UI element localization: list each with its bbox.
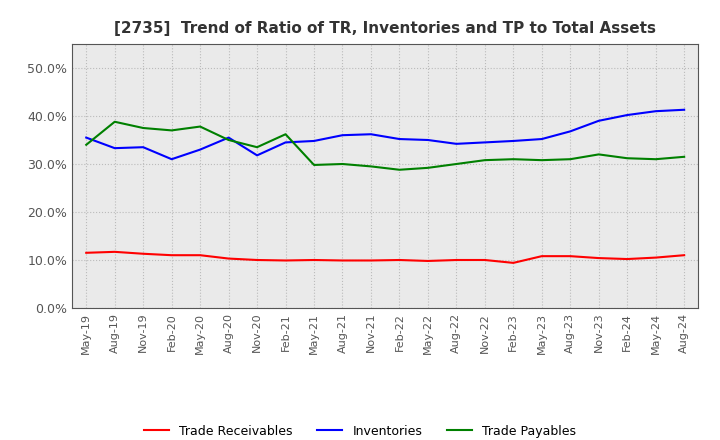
Trade Payables: [225, 137, 233, 143]
Trade Payables: [310, 162, 318, 168]
Inventories: [139, 145, 148, 150]
Trade Receivables: [509, 260, 518, 265]
Trade Payables: [167, 128, 176, 133]
Trade Receivables: [338, 258, 347, 263]
Trade Payables: [139, 125, 148, 131]
Trade Payables: [282, 132, 290, 137]
Trade Payables: [652, 157, 660, 162]
Trade Payables: [395, 167, 404, 172]
Trade Receivables: [395, 257, 404, 263]
Trade Payables: [338, 161, 347, 167]
Line: Trade Receivables: Trade Receivables: [86, 252, 684, 263]
Trade Payables: [509, 157, 518, 162]
Trade Payables: [82, 142, 91, 147]
Inventories: [253, 153, 261, 158]
Trade Receivables: [139, 251, 148, 257]
Trade Payables: [566, 157, 575, 162]
Inventories: [480, 140, 489, 145]
Trade Receivables: [225, 256, 233, 261]
Inventories: [338, 132, 347, 138]
Inventories: [452, 141, 461, 147]
Trade Payables: [623, 156, 631, 161]
Inventories: [680, 107, 688, 112]
Trade Payables: [423, 165, 432, 170]
Line: Inventories: Inventories: [86, 110, 684, 159]
Inventories: [423, 137, 432, 143]
Trade Receivables: [366, 258, 375, 263]
Trade Receivables: [452, 257, 461, 263]
Inventories: [110, 146, 119, 151]
Trade Payables: [595, 152, 603, 157]
Inventories: [395, 136, 404, 142]
Inventories: [537, 136, 546, 142]
Trade Receivables: [623, 257, 631, 262]
Trade Receivables: [680, 253, 688, 258]
Trade Receivables: [595, 256, 603, 261]
Trade Payables: [680, 154, 688, 159]
Inventories: [623, 112, 631, 117]
Trade Receivables: [110, 249, 119, 254]
Trade Receivables: [196, 253, 204, 258]
Trade Payables: [537, 158, 546, 163]
Trade Receivables: [282, 258, 290, 263]
Trade Receivables: [423, 258, 432, 264]
Inventories: [282, 140, 290, 145]
Inventories: [366, 132, 375, 137]
Trade Receivables: [652, 255, 660, 260]
Inventories: [310, 138, 318, 143]
Trade Payables: [452, 161, 461, 167]
Trade Receivables: [253, 257, 261, 263]
Inventories: [82, 135, 91, 140]
Trade Receivables: [82, 250, 91, 256]
Trade Payables: [480, 158, 489, 163]
Trade Payables: [366, 164, 375, 169]
Line: Trade Payables: Trade Payables: [86, 122, 684, 170]
Inventories: [566, 129, 575, 134]
Inventories: [652, 109, 660, 114]
Trade Receivables: [566, 253, 575, 259]
Trade Payables: [110, 119, 119, 125]
Inventories: [167, 157, 176, 162]
Inventories: [509, 138, 518, 143]
Inventories: [225, 135, 233, 140]
Trade Receivables: [167, 253, 176, 258]
Trade Receivables: [537, 253, 546, 259]
Inventories: [196, 147, 204, 152]
Title: [2735]  Trend of Ratio of TR, Inventories and TP to Total Assets: [2735] Trend of Ratio of TR, Inventories…: [114, 21, 656, 36]
Inventories: [595, 118, 603, 124]
Trade Payables: [196, 124, 204, 129]
Trade Receivables: [310, 257, 318, 263]
Legend: Trade Receivables, Inventories, Trade Payables: Trade Receivables, Inventories, Trade Pa…: [139, 420, 581, 440]
Trade Payables: [253, 145, 261, 150]
Trade Receivables: [480, 257, 489, 263]
